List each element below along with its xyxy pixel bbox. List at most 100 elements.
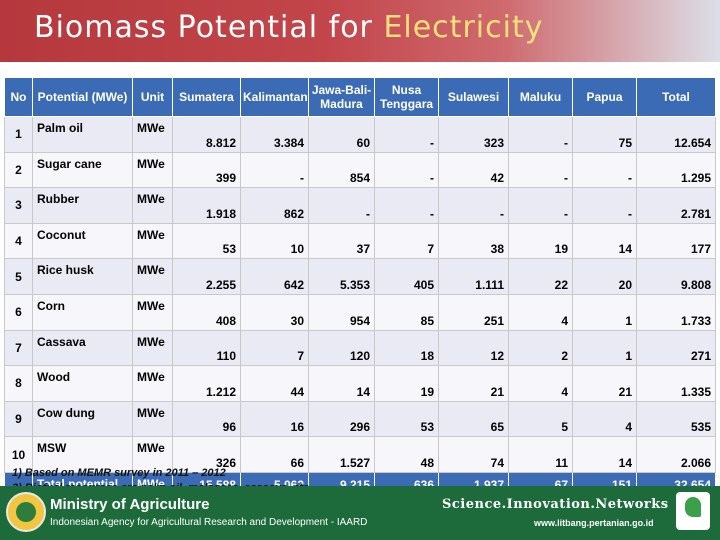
- agro-logo-icon: [676, 492, 710, 530]
- column-header: Sumatera: [172, 77, 241, 117]
- table-row: 10 MSW MWe 326 66 1.527 48 74 11 14 2.066: [4, 436, 716, 473]
- table-row: 8 Wood MWe 1.212 44 14 19 21 4 21 1.335: [4, 365, 716, 402]
- agency-name: Indonesian Agency for Agricultural Resea…: [50, 517, 368, 528]
- table-cell: -: [508, 116, 573, 153]
- column-header: Unit: [132, 77, 173, 117]
- table-cell: 4: [4, 222, 33, 260]
- footnote: 1) Based on MEMR survey in 2011 – 2012: [12, 467, 226, 479]
- table-cell: Sugar cane: [32, 151, 133, 189]
- table-cell: 65: [438, 400, 509, 438]
- table-row: 1 Palm oil MWe 8.812 3.384 60-323-75 12.654: [4, 116, 716, 153]
- table-cell: MWe: [132, 116, 173, 153]
- table-cell: 2.255: [172, 258, 241, 295]
- table-cell: -: [438, 187, 509, 224]
- table-row: 5 Rice husk MWe 2.255 642 5.353 405 1.111 22 20 9.…: [4, 258, 716, 295]
- table-cell: 30: [240, 293, 309, 331]
- table-cell: 16: [240, 400, 309, 438]
- table-row: 4 Coconut MWe 53 10 37 7 38 19 14 177: [4, 222, 716, 260]
- table-cell: MWe: [132, 258, 173, 295]
- table-cell: 954: [308, 293, 375, 331]
- table-cell: 862: [240, 187, 309, 224]
- table-cell: 642: [240, 258, 309, 295]
- table-cell: -: [572, 187, 637, 224]
- table-cell: 53: [172, 222, 241, 260]
- table-cell: -: [374, 151, 439, 189]
- table-cell: 1.212: [172, 365, 241, 402]
- table-cell: MWe: [132, 365, 173, 402]
- table-cell: 271: [636, 329, 716, 367]
- table-cell: 19: [374, 365, 439, 402]
- table-row: 2 Sugar cane MWe 399-854-42- -1.295: [4, 151, 716, 189]
- table-row: 7 Cassava MWe 110 7 120 18 12 2 1 271: [4, 329, 716, 367]
- slide-title: Biomass Potential for Electricity: [34, 10, 543, 45]
- table-cell: 1: [572, 329, 637, 367]
- table-cell: 7: [4, 329, 33, 367]
- table-cell: -: [508, 187, 573, 224]
- table-cell: 1.111: [438, 258, 509, 295]
- table-cell: 2: [4, 151, 33, 189]
- table-cell: 66: [240, 436, 309, 473]
- table-cell: 37: [308, 222, 375, 260]
- table-cell: 53: [374, 400, 439, 438]
- table-cell: 8: [4, 365, 33, 402]
- table-cell: 323: [438, 116, 509, 153]
- table-cell: 3: [4, 187, 33, 224]
- table-cell: 5: [508, 400, 573, 438]
- column-header: Kalimantan: [240, 77, 309, 117]
- table-cell: MWe: [132, 222, 173, 260]
- table-cell: 120: [308, 329, 375, 367]
- table-cell: 60: [308, 116, 375, 153]
- table-cell: Rice husk: [32, 258, 133, 295]
- column-header: Total: [636, 77, 716, 117]
- title-bar: Biomass Potential for Electricity: [0, 0, 720, 62]
- title-main: Biomass Potential for: [34, 10, 373, 45]
- column-header: No: [4, 77, 33, 117]
- table-cell: 12: [438, 329, 509, 367]
- table-cell: 21: [438, 365, 509, 402]
- table-cell: MWe: [132, 329, 173, 367]
- table-cell: 96: [172, 400, 241, 438]
- table-cell: 9: [4, 400, 33, 438]
- table-cell: 4: [572, 400, 637, 438]
- table-cell: 1.335: [636, 365, 716, 402]
- table-cell: 4: [508, 365, 573, 402]
- table-cell: Palm oil: [32, 116, 133, 153]
- column-header: Papua: [572, 77, 637, 117]
- table-cell: 74: [438, 436, 509, 473]
- table-cell: 2.781: [636, 187, 716, 224]
- table-cell: 42: [438, 151, 509, 189]
- table-cell: 535: [636, 400, 716, 438]
- table-cell: Wood: [32, 365, 133, 402]
- table-cell: 1.527: [308, 436, 375, 473]
- column-header: Jawa-Bali-Madura: [308, 77, 375, 117]
- table-cell: -: [374, 116, 439, 153]
- table-cell: 11: [508, 436, 573, 473]
- ministry-logo-icon: [6, 492, 46, 532]
- table-row: 9 Cow dung MWe 96 16 296 53 65 5 4 535: [4, 400, 716, 438]
- title-highlight: Electricity: [383, 10, 544, 45]
- table-cell: 399: [172, 151, 241, 189]
- table-cell: -: [240, 151, 309, 189]
- table-cell: 48: [374, 436, 439, 473]
- table-cell: 22: [508, 258, 573, 295]
- table-cell: 110: [172, 329, 241, 367]
- table-cell: MWe: [132, 151, 173, 189]
- table-cell: 7: [240, 329, 309, 367]
- table-cell: 18: [374, 329, 439, 367]
- table-cell: 21: [572, 365, 637, 402]
- table-cell: MWe: [132, 187, 173, 224]
- table-body: 1 Palm oil MWe 8.812 3.384 60-323-75 12.654 2 Su…: [4, 116, 716, 473]
- table-cell: 1.295: [636, 151, 716, 189]
- table-cell: 251: [438, 293, 509, 331]
- column-header: Maluku: [508, 77, 573, 117]
- table-cell: 5.353: [308, 258, 375, 295]
- table-cell: 10: [240, 222, 309, 260]
- table-cell: 75: [572, 116, 637, 153]
- table-cell: 85: [374, 293, 439, 331]
- table-cell: 14: [572, 222, 637, 260]
- table-cell: -: [508, 151, 573, 189]
- table-header-row: No Potential (MWe) Unit Sumatera Kalimantan J…: [4, 77, 716, 117]
- biomass-table-container: No Potential (MWe) Unit Sumatera Kalimantan J…: [4, 77, 716, 500]
- table-row: 3 Rubber MWe 1.918 862- - - - -2.781: [4, 187, 716, 224]
- table-cell: 1: [4, 116, 33, 153]
